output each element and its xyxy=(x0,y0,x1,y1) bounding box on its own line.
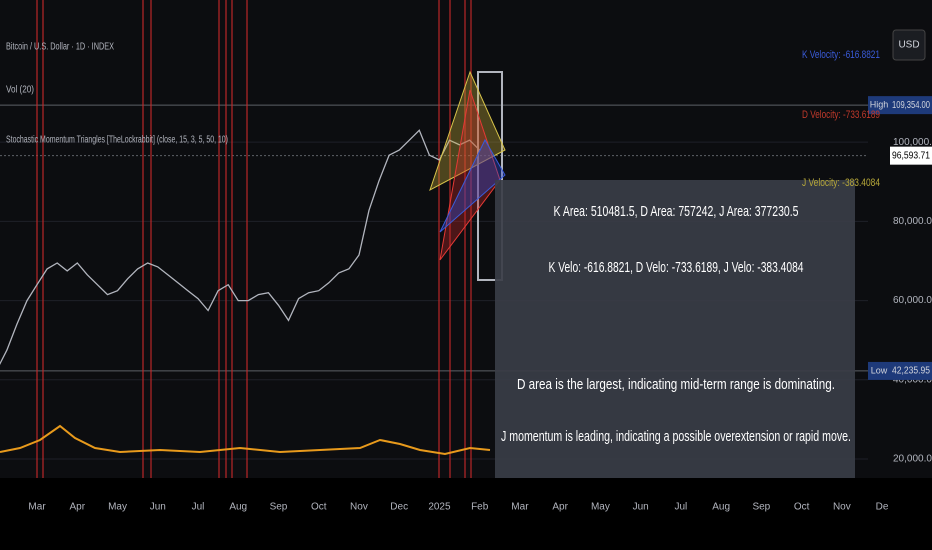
velocity-label: D Velocity: -733.6189 xyxy=(802,109,880,121)
price-marker-name-box xyxy=(868,361,890,380)
price-marker-name-box xyxy=(868,96,890,115)
currency-label[interactable]: USD xyxy=(898,40,919,51)
price-marker-name: Low xyxy=(871,365,888,375)
volume-label: Vol (20) xyxy=(6,85,34,96)
x-tick-label: Aug xyxy=(229,502,247,513)
price-marker-box xyxy=(890,146,932,165)
price-marker-value: 42,235.95 xyxy=(892,366,930,377)
info-line: J momentum is leading, indicating a poss… xyxy=(501,428,851,445)
x-tick-label: De xyxy=(876,502,889,513)
x-tick-label: May xyxy=(591,502,610,513)
price-marker-value: 109,354.00 xyxy=(892,100,930,111)
momentum-triangles xyxy=(429,70,506,281)
x-tick-label: Oct xyxy=(794,502,810,513)
velocity-label: K Velocity: -616.8821 xyxy=(802,49,880,61)
triangle-j xyxy=(429,70,506,192)
x-tick-label: Nov xyxy=(833,502,851,513)
velocity-label: J Velocity: -383.4084 xyxy=(802,177,880,189)
x-tick-label: Aug xyxy=(712,502,730,513)
info-line: K Area: 510481.5, D Area: 757242, J Area… xyxy=(554,203,799,220)
y-tick-label: 20,000.00 xyxy=(893,454,932,465)
price-marker-box xyxy=(890,361,932,380)
x-tick-label: Jun xyxy=(633,502,649,513)
y-tick-label: 100,000.00 xyxy=(893,137,932,148)
y-tick-label: 80,000.00 xyxy=(893,216,932,227)
x-tick-label: May xyxy=(108,502,127,513)
volume-ma xyxy=(0,424,491,456)
currency-button[interactable] xyxy=(892,29,926,61)
triangle-d xyxy=(439,89,501,261)
price-marker-name: High xyxy=(870,100,889,110)
signal-lines xyxy=(36,0,472,478)
chart-title: Bitcoin / U.S. Dollar · 1D · INDEX xyxy=(6,42,114,53)
triangle-k xyxy=(439,138,506,233)
y-tick-label: 60,000.00 xyxy=(893,295,932,306)
x-tick-label: Jun xyxy=(150,502,166,513)
range-box xyxy=(477,71,503,281)
x-tick-label: Apr xyxy=(552,502,568,513)
x-tick-label: Mar xyxy=(28,502,46,513)
x-tick-label: Apr xyxy=(69,502,85,513)
time-axis-band xyxy=(0,478,932,550)
x-tick-label: Sep xyxy=(752,502,770,513)
indicator-label: Stochastic Momentum Triangles [TheLockra… xyxy=(6,135,228,146)
x-tick-label: Sep xyxy=(270,502,288,513)
price-marker-box xyxy=(890,96,932,115)
x-tick-label: Oct xyxy=(311,502,327,513)
info-line: D area is the largest, indicating mid-te… xyxy=(517,376,835,393)
x-tick-label: Mar xyxy=(511,502,529,513)
x-tick-label: Nov xyxy=(350,502,368,513)
x-tick-label: Jul xyxy=(674,502,687,513)
price-line xyxy=(0,129,481,366)
x-tick-label: Dec xyxy=(390,502,408,513)
x-tick-label: 2025 xyxy=(428,502,451,513)
x-tick-label: Feb xyxy=(471,502,489,513)
info-box xyxy=(495,180,855,478)
info-line: K Velo: -616.8821, D Velo: -733.6189, J … xyxy=(549,259,804,276)
price-marker-value: 96,593.71 xyxy=(892,150,930,161)
x-tick-label: Jul xyxy=(192,502,205,513)
